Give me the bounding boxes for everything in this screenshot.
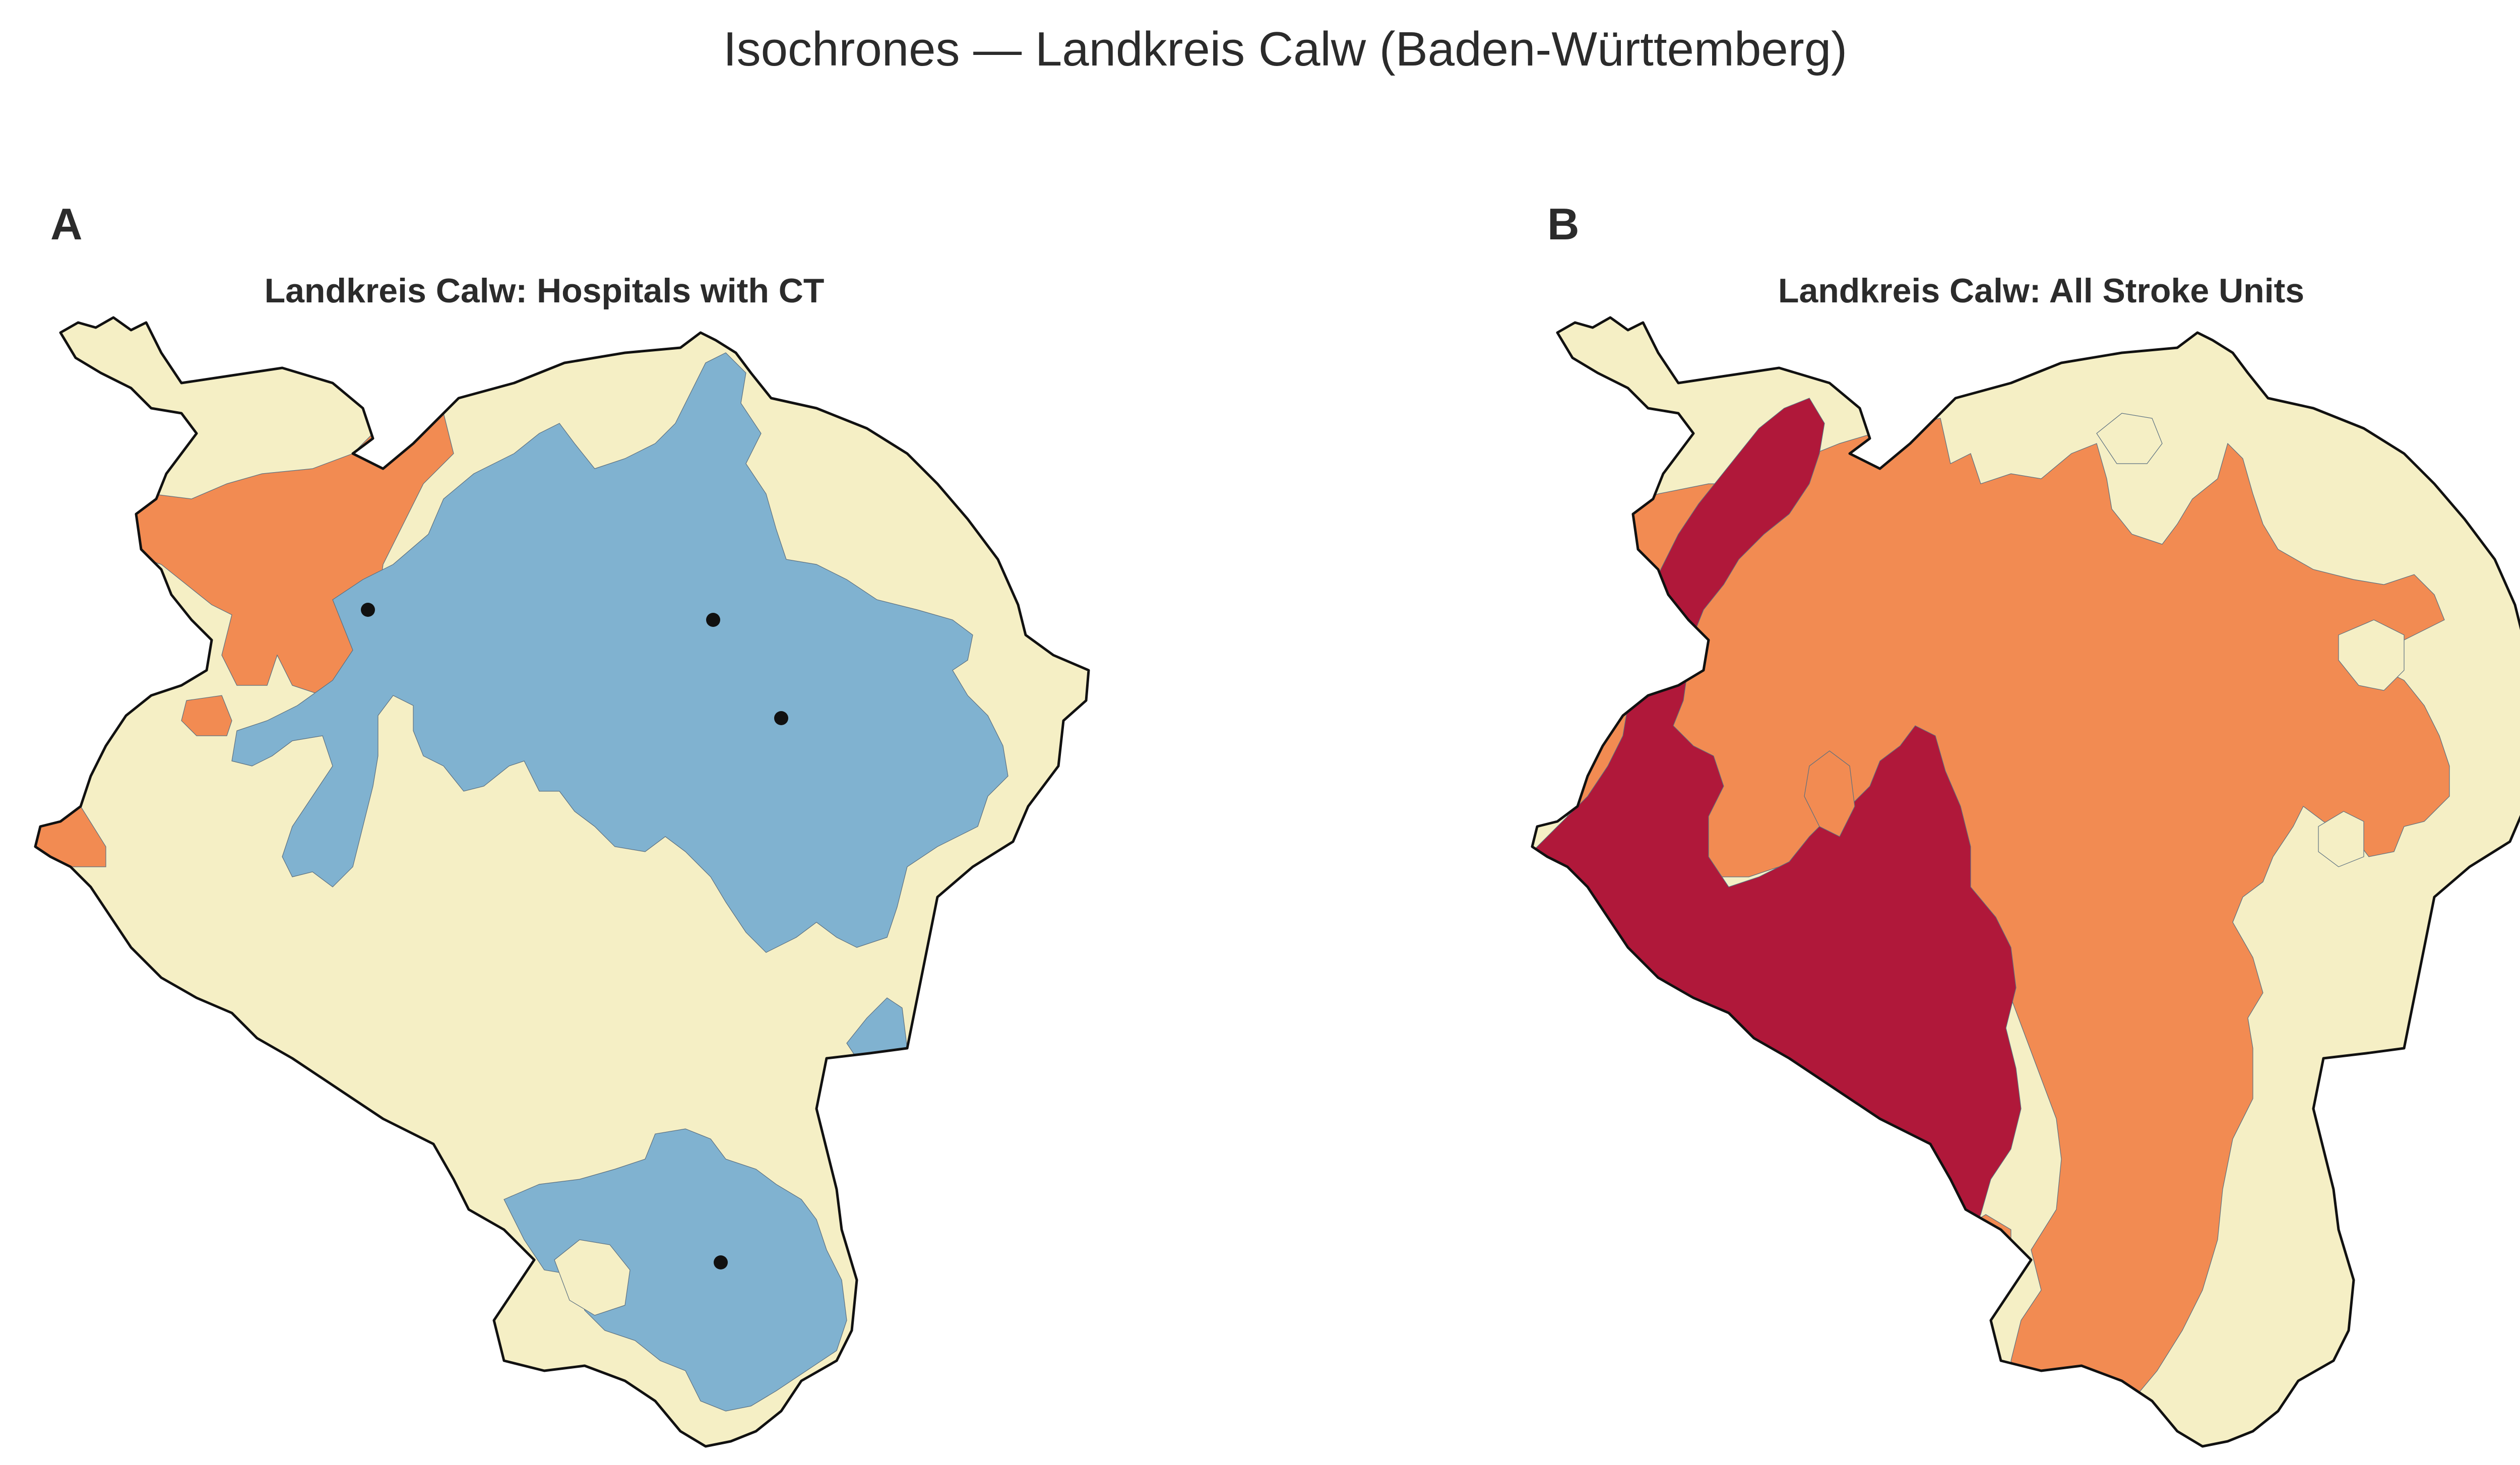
zone-far-north-pocket [2096,413,2163,464]
hospital-marker [774,711,788,725]
figure-title: Isochrones — Landkreis Calw (Baden-Württ… [723,22,1847,76]
zone-within-central [231,352,1009,953]
hospital-marker [706,613,720,627]
outside-southwest-notch [1618,1089,1744,1169]
panel-b-letter: B [1547,199,1580,249]
panel-a-map [35,317,1089,1446]
hospital-marker [361,603,375,617]
panel-b-title: Landkreis Calw: All Stroke Units [1778,272,2304,310]
zone-far-southeast-notch [2318,811,2364,867]
zone-far-south-gap [554,1239,631,1316]
zone-within-south [503,1128,847,1412]
zone-near-west-spot [181,695,232,736]
panel-a-hospitals [361,603,788,1269]
panel-b-map [1532,317,2520,1446]
hospital-marker [714,1255,728,1269]
zone-mid-south-pocket [1960,1214,2011,1286]
zone-far-east-notch [2338,619,2405,691]
panel-b: B Landkreis Calw: All Stroke Units [1527,199,2520,1446]
panel-a: A Landkreis Calw: Hospitals with CT [30,199,1089,1446]
panel-a-letter: A [50,199,83,249]
panel-a-title: Landkreis Calw: Hospitals with CT [265,272,825,310]
zone-mid-inner-pocket [1804,750,1855,837]
